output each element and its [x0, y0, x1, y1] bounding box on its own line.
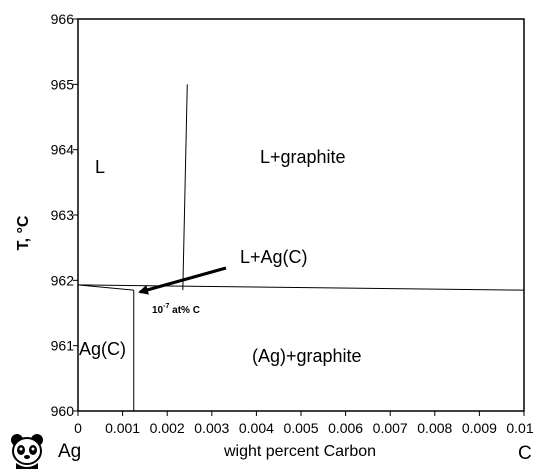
y-tick-label: 965: [51, 76, 75, 92]
x-tick-label: 0.004: [239, 420, 274, 436]
annotation-note: 10-7 at% C: [152, 303, 200, 316]
phase-boundaries: [77, 84, 525, 411]
y-tick-label: 966: [51, 11, 75, 27]
x-tick-label: 0.001: [105, 420, 140, 436]
region-liquid: L: [95, 157, 105, 177]
y-tick-label: 960: [51, 403, 75, 419]
y-tick-label: 963: [51, 207, 75, 223]
y-axis-label: T, °C: [15, 215, 32, 250]
y-tick-label: 962: [51, 272, 75, 288]
x-axis-ticks: 0 0.001 0.002 0.003 0.004 0.005 0.006 0.007 0.00…: [74, 411, 534, 436]
x-tick-label: 0.008: [417, 420, 452, 436]
x-tick-label: 0.003: [194, 420, 229, 436]
x-tick-label: 0: [74, 420, 82, 436]
region-solid-agc: Ag(C): [79, 339, 126, 359]
region-liquid-graphite: L+graphite: [260, 147, 346, 167]
annotation-prefix: 10: [152, 305, 164, 316]
x-axis-label: wight percent Carbon: [223, 443, 376, 460]
x-tick-label: 0.01: [506, 420, 533, 436]
x-right-endmember: C: [518, 443, 532, 464]
region-ag-graphite: (Ag)+graphite: [252, 346, 362, 366]
graphite-boundary-line: [182, 84, 188, 291]
x-tick-label: 0.005: [283, 420, 318, 436]
annotation-arrow: [138, 266, 227, 295]
eutectic-line: [77, 284, 525, 291]
y-tick-label: 961: [51, 338, 75, 354]
annotation-exponent: -7: [163, 303, 169, 310]
x-tick-label: 0.007: [373, 420, 408, 436]
liquidus-line: [77, 284, 134, 291]
region-liquid-agc: L+Ag(C): [240, 247, 308, 267]
x-tick-label: 0.009: [462, 420, 497, 436]
x-left-endmember: Ag: [58, 441, 81, 462]
x-tick-label: 0.002: [150, 420, 185, 436]
x-tick-label: 0.006: [328, 420, 363, 436]
y-tick-label: 964: [51, 142, 75, 158]
panda-icon: [10, 433, 44, 469]
y-axis-ticks: 966 965 964 963 962 961 960: [51, 11, 78, 419]
annotation-suffix: at% C: [169, 305, 200, 316]
